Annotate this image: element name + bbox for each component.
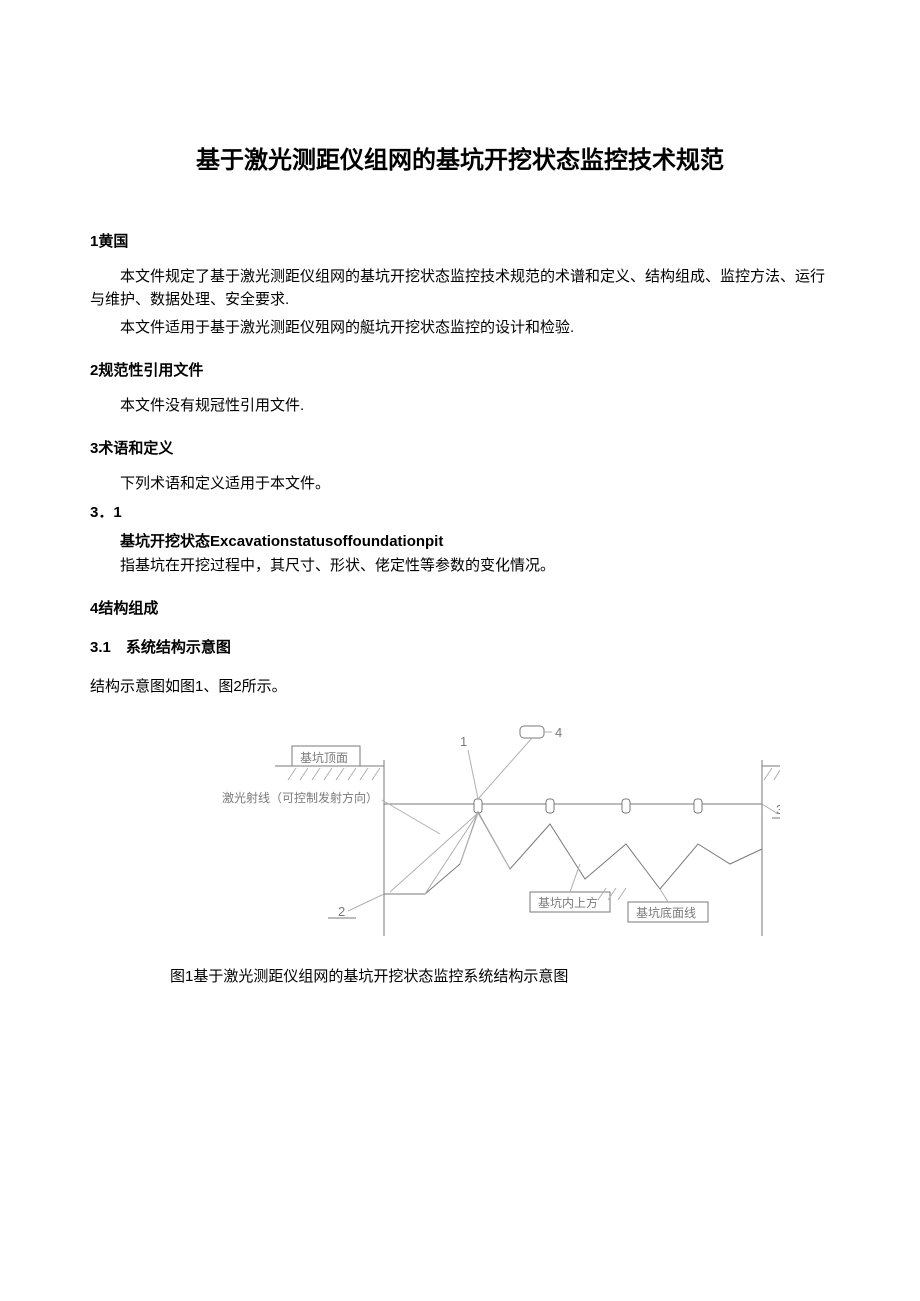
hatch-bottom bbox=[598, 888, 626, 900]
figure-1-diagram: 基坑顶面 bbox=[220, 704, 780, 959]
leader-1: 1 bbox=[460, 734, 467, 749]
section-3-head: 3术语和定义 bbox=[90, 437, 830, 458]
section-3-subnum: 3．1 bbox=[90, 501, 830, 522]
devices bbox=[474, 799, 702, 813]
section-2-head: 2规范性引用文件 bbox=[90, 359, 830, 380]
term-head: 基坑开挖状态Excavationstatusoffoundationpit bbox=[120, 530, 830, 553]
section-4-head: 4结构组成 bbox=[90, 597, 830, 618]
leader-3: 3 bbox=[776, 802, 780, 817]
section-1-head: 1黄国 bbox=[90, 230, 830, 251]
leader-4: 4 bbox=[555, 725, 562, 740]
section-2-para-1: 本文件没有规冠性引用文件. bbox=[90, 394, 830, 417]
section-1-para-1: 本文件规定了基于激光测距仪组网的基坑开挖状态监控技术规范的术谱和定义、结构组成、… bbox=[90, 265, 830, 312]
document-title: 基于激光测距仪组网的基坑开挖状态监控技术规范 bbox=[90, 140, 830, 175]
label-bottom-line: 基坑底面线 bbox=[636, 905, 696, 920]
label-top-surface: 基坑顶面 bbox=[300, 750, 348, 765]
label-inner-top: 基坑内上方 bbox=[538, 895, 598, 910]
laser-rays bbox=[390, 813, 510, 894]
section-3-term: 基坑开挖状态Excavationstatusoffoundationpit 指基… bbox=[120, 530, 830, 577]
term-body: 指基坑在开挖过程中，其尺寸、形状、佬定性等参数的变化情况。 bbox=[120, 554, 830, 577]
section-1-para-2: 本文件适用于基于激光测距仪殂网的艇坑开挖状态监控的设计和检验. bbox=[90, 316, 830, 339]
section-4-para-1: 结构示意图如图1、图2所示。 bbox=[90, 675, 830, 698]
section-3-para-1: 下列术语和定义适用于本文件。 bbox=[90, 472, 830, 495]
figure-1-caption: 图1基于激光测距仪组网的基坑开挖状态监控系统结构示意图 bbox=[170, 965, 830, 986]
figure-1: 基坑顶面 bbox=[90, 704, 830, 986]
label-laser: 激光射线（可控制发射方向） bbox=[222, 790, 378, 805]
leader-2: 2 bbox=[338, 904, 345, 919]
hatch-left bbox=[288, 768, 380, 780]
section-4-subnum: 3.1 系统结构示意图 bbox=[90, 636, 830, 657]
hatch-right bbox=[764, 768, 780, 780]
